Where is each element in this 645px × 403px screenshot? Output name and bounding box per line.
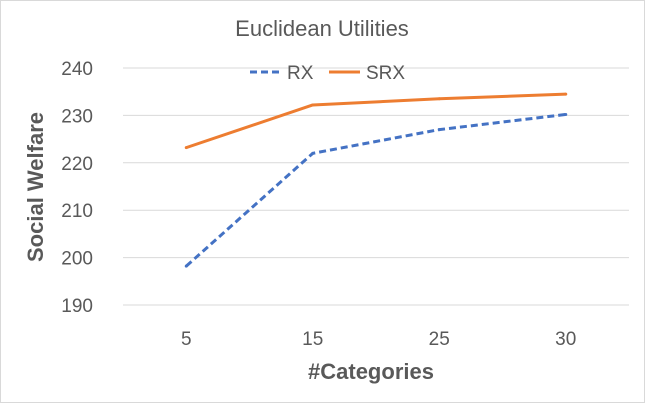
data-point-rx-0 bbox=[184, 264, 188, 268]
x-tick-label: 15 bbox=[302, 329, 323, 350]
legend-label-rx: RX bbox=[287, 63, 314, 84]
x-tick-label: 5 bbox=[181, 329, 192, 350]
data-point-srx-1 bbox=[311, 103, 315, 107]
y-tick-label: 220 bbox=[61, 154, 93, 175]
data-point-srx-3 bbox=[564, 92, 568, 96]
x-tick-labels: 5 15 25 30 bbox=[181, 329, 576, 350]
legend-label-srx: SRX bbox=[366, 63, 405, 84]
x-tick-label: 25 bbox=[429, 329, 450, 350]
data-point-srx-0 bbox=[184, 146, 188, 150]
gridlines bbox=[123, 67, 629, 306]
data-point-rx-2 bbox=[437, 128, 441, 132]
y-tick-labels: 190 200 210 220 230 240 bbox=[61, 59, 93, 317]
y-tick-label: 210 bbox=[61, 201, 93, 222]
data-point-rx-1 bbox=[311, 151, 315, 155]
y-tick-label: 230 bbox=[61, 106, 93, 127]
series-line-srx bbox=[185, 92, 566, 150]
legend: RX SRX bbox=[250, 63, 405, 84]
y-axis-title: Social Welfare bbox=[23, 112, 48, 262]
data-point-rx-3 bbox=[564, 112, 568, 116]
y-tick-label: 200 bbox=[61, 249, 93, 270]
data-point-srx-2 bbox=[437, 97, 441, 101]
y-tick-label: 240 bbox=[61, 59, 93, 80]
y-tick-label: 190 bbox=[61, 296, 93, 317]
chart-title: Euclidean Utilities bbox=[235, 16, 409, 41]
series-line-rx bbox=[185, 112, 566, 268]
x-tick-label: 30 bbox=[555, 329, 576, 350]
x-axis-title: #Categories bbox=[308, 359, 434, 384]
series-lines bbox=[184, 92, 568, 268]
